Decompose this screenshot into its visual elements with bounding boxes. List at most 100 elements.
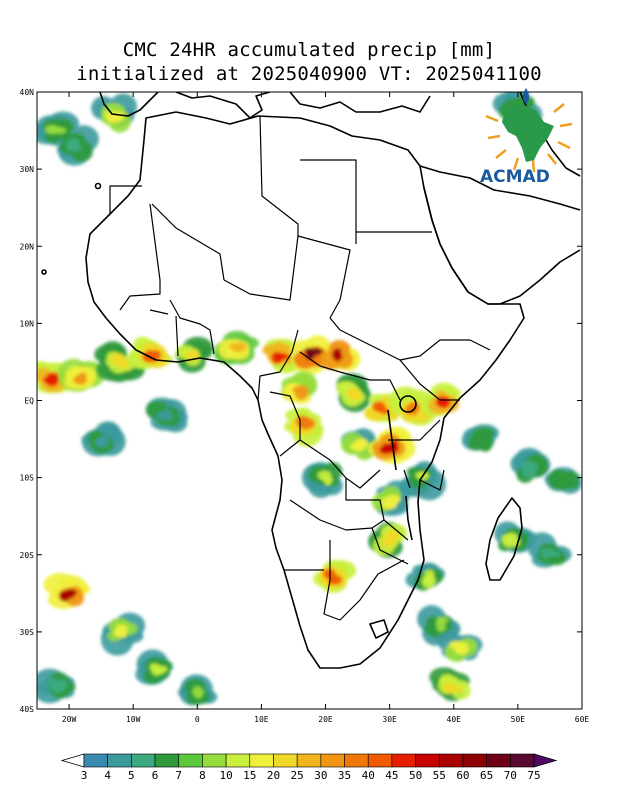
precip-area (336, 373, 372, 413)
lat-tick-label: 10S (20, 474, 35, 483)
precip-cell (471, 438, 481, 447)
precip-cell (333, 351, 342, 358)
precip-area (213, 330, 259, 365)
colorbar-label: 50 (409, 769, 422, 782)
precip-cell (424, 576, 434, 582)
canary-islands (94, 182, 102, 190)
title-line-1: CMC 24HR accumulated precip [mm] (122, 39, 496, 61)
precip-cell (436, 616, 446, 626)
colorbar-box (367, 753, 393, 768)
precip-area (37, 668, 76, 704)
lake-victoria (399, 395, 417, 413)
colorbar-label: 4 (104, 769, 111, 782)
colorbar: 3 4 5 6 7 8 10 15 20 25 30 35 40 45 50 55 60 65 70 75 (60, 753, 558, 782)
colorbar-label: 35 (338, 769, 351, 782)
precip-cell (436, 623, 447, 633)
colorbar-label: 60 (456, 769, 469, 782)
lon-tick-label: 60E (575, 715, 590, 724)
national-borders (109, 115, 491, 621)
colorbar-box (178, 753, 203, 768)
precip-cell (74, 374, 88, 385)
precip-cell (158, 411, 173, 421)
precip-area (135, 649, 174, 685)
precip-cell (61, 589, 76, 599)
colorbar-label: 6 (152, 769, 159, 782)
precip-area (318, 339, 361, 371)
map-title: CMC 24HR accumulated precip [mm] initial… (0, 38, 618, 86)
lon-tick-label: 20W (62, 715, 77, 724)
precip-area (43, 572, 91, 609)
precip-cell (454, 646, 464, 654)
lon-tick-label: 40E (447, 715, 462, 724)
precip-area (461, 424, 499, 452)
lesotho (369, 619, 389, 639)
precip-area (91, 93, 137, 133)
colorbar-box (391, 753, 416, 768)
precip-area (262, 338, 301, 374)
colorbar-box (438, 753, 464, 768)
colorbar-box (249, 753, 274, 768)
precip-cell (549, 550, 560, 557)
precip-cell (379, 407, 390, 415)
colorbar-box (320, 753, 345, 768)
precip-area (420, 382, 462, 417)
colorbar-label: 8 (199, 769, 206, 782)
precip-cell (324, 476, 333, 483)
precip-area (56, 125, 99, 166)
precip-cell (385, 531, 400, 540)
precip-cell (71, 138, 80, 146)
lat-tick-label: 30N (20, 165, 35, 174)
colorbar-box (415, 753, 440, 768)
lon-tick-label: 0 (195, 715, 200, 724)
colorbar-label: 3 (81, 769, 88, 782)
colorbar-label: 30 (314, 769, 327, 782)
lon-tick-label: 20E (318, 715, 333, 724)
precip-area (94, 341, 145, 383)
colorbar-label: 7 (175, 769, 182, 782)
lon-tick-label: 10E (254, 715, 269, 724)
lat-tick-label: 40S (20, 705, 35, 714)
precip-cell (150, 664, 162, 676)
map-axes: 20W 10W 0 10E 20E 30E 40E 50E 60E 40N 30N 20N 10N EQ 1… (20, 88, 590, 724)
precip-cell (310, 347, 323, 356)
colorbar-label: 40 (362, 769, 375, 782)
precip-cell (452, 642, 461, 647)
lat-tick-label: 40N (20, 88, 35, 97)
precip-cell (229, 344, 238, 351)
colorbar-box (225, 753, 251, 768)
precip-area (368, 522, 408, 558)
acmad-logo-text: ACMAD (480, 167, 550, 187)
lat-tick-label: 20N (20, 242, 35, 251)
colorbar-box (131, 753, 156, 768)
colorbar-box (296, 753, 322, 768)
cape-verde (41, 269, 47, 275)
lat-tick-label: EQ (24, 397, 34, 406)
arabia-coastline (419, 165, 581, 305)
colorbar-label: 45 (385, 769, 398, 782)
precip-cell (114, 628, 127, 638)
colorbar-box (202, 753, 227, 768)
colorbar-label: 5 (128, 769, 135, 782)
coastlines-borders (41, 92, 581, 669)
europe-coastline (175, 92, 431, 119)
colorbar-box (510, 753, 535, 768)
colorbar-box (486, 753, 511, 768)
precip-area (57, 358, 105, 393)
colorbar-label: 20 (267, 769, 280, 782)
acmad-logo: ACMAD (480, 88, 573, 187)
precip-cell (189, 352, 200, 359)
colorbar-min-triangle (60, 753, 85, 768)
precip-cell (111, 355, 122, 362)
precip-cell (388, 538, 397, 545)
lat-tick-label: 30S (20, 628, 35, 637)
precip-area (544, 467, 582, 494)
precip-area (126, 336, 174, 370)
precip-cell (53, 679, 68, 690)
colorbar-label: 70 (504, 769, 517, 782)
precip-cell (271, 351, 284, 364)
colorbar-label: 25 (291, 769, 304, 782)
lon-tick-label: 10W (126, 715, 141, 724)
colorbar-box (344, 753, 369, 768)
precip-area (100, 612, 146, 656)
